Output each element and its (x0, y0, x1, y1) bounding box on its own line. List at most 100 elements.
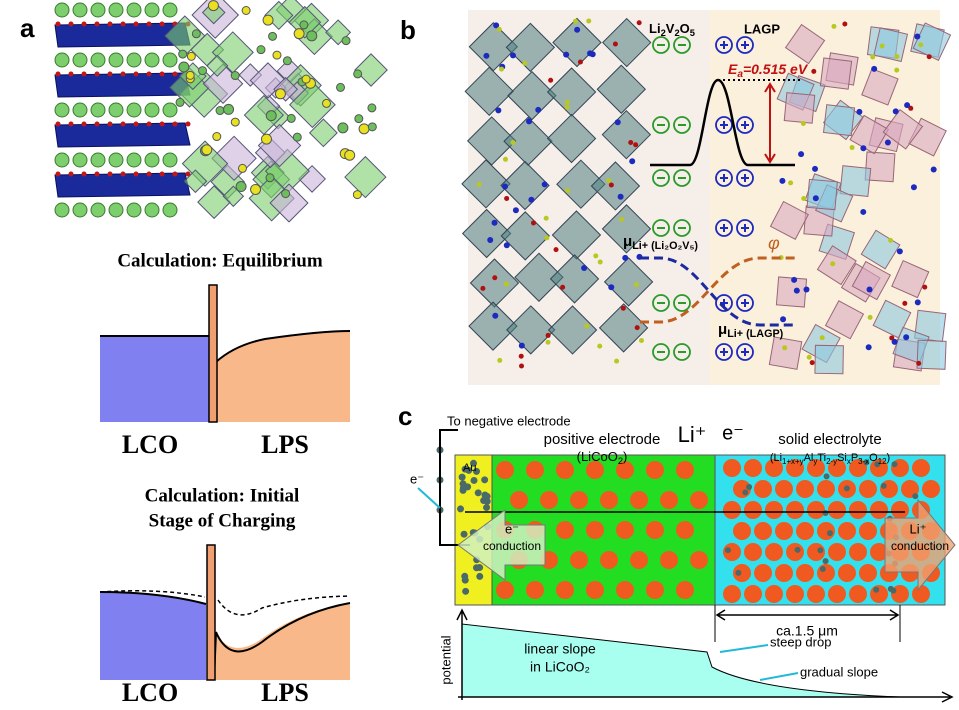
atom (242, 7, 250, 15)
calc-title: Calculation: Initial (145, 485, 300, 506)
li-ion (586, 581, 604, 599)
atom (893, 108, 899, 114)
polyhedron (769, 337, 801, 369)
li-ion (765, 501, 783, 519)
electron (481, 476, 488, 483)
text-part: ) (623, 449, 627, 464)
li-ion (786, 501, 804, 519)
atom (918, 42, 923, 47)
atom (495, 107, 501, 113)
li-ion (630, 491, 648, 509)
atom (480, 286, 485, 291)
atom (287, 114, 295, 122)
electron (476, 564, 483, 571)
atom (492, 275, 497, 280)
atom (593, 253, 598, 258)
atom (55, 203, 69, 217)
atom (880, 44, 885, 49)
atom (614, 359, 619, 364)
atom (885, 140, 891, 146)
atom (811, 69, 816, 74)
atom (497, 27, 502, 32)
li-ion (891, 501, 909, 519)
atom (192, 30, 200, 38)
electron-label: e⁻ (410, 471, 424, 486)
li-ion (496, 581, 514, 599)
li-ion (600, 551, 618, 569)
material-label: LCO (122, 678, 178, 707)
atom (95, 122, 100, 127)
atom (637, 20, 642, 25)
atom (293, 133, 301, 141)
atom (546, 333, 551, 338)
atom (368, 104, 376, 112)
atom (69, 172, 74, 177)
atom (548, 78, 553, 83)
atom (608, 284, 614, 290)
li-ion (526, 461, 544, 479)
atom (544, 235, 549, 240)
atom (300, 21, 308, 29)
polyhedron (824, 105, 855, 136)
atom (163, 203, 177, 217)
atom (904, 102, 910, 108)
atom (613, 42, 618, 47)
text-part: (LiCoO (577, 449, 618, 464)
lps-region (214, 603, 350, 680)
atom (257, 46, 265, 54)
atom (504, 242, 510, 248)
polyhedron (820, 58, 851, 89)
atom (860, 209, 866, 215)
li-ion (775, 480, 793, 498)
atom (519, 343, 525, 349)
atom (779, 178, 785, 184)
atom (275, 89, 285, 99)
li-ion (817, 564, 835, 582)
atom (302, 75, 310, 83)
li-ion (744, 543, 762, 561)
atom (916, 361, 921, 366)
au-label: Au (463, 462, 476, 474)
polyhedron (840, 166, 871, 197)
atom (477, 182, 482, 187)
atom (187, 52, 195, 60)
atom (911, 184, 917, 190)
li-ion (496, 461, 514, 479)
atom (542, 181, 548, 187)
atom (82, 172, 87, 177)
atom (492, 220, 498, 226)
atom (544, 216, 549, 221)
atom (55, 53, 69, 67)
material-label: LPS (261, 678, 309, 707)
polyhedron (807, 179, 837, 209)
text-part: μ (623, 233, 632, 250)
atom (121, 122, 126, 127)
atom (269, 32, 277, 40)
atom (860, 145, 866, 151)
decorations (55, 0, 387, 222)
electron (462, 577, 469, 584)
page: {"panel_a": {"label": "a", "equilibrium_… (0, 0, 959, 710)
polyhedron (815, 345, 843, 373)
electron (459, 474, 466, 481)
atom (794, 288, 800, 294)
li-ion (817, 522, 835, 540)
atom (145, 53, 159, 67)
li-ion (754, 564, 772, 582)
li-ion (733, 522, 751, 540)
li-ion (744, 501, 762, 519)
atom (531, 220, 536, 225)
electron (483, 504, 490, 511)
atom (338, 123, 348, 133)
atom (160, 72, 165, 77)
calc-title: Calculation: Equilibrium (117, 250, 323, 271)
atom (173, 122, 178, 127)
atom (560, 285, 565, 290)
atom (73, 153, 87, 167)
polyhedron (874, 28, 908, 62)
li-ion (870, 501, 888, 519)
interface-spike (207, 545, 215, 680)
li-ion (912, 585, 930, 603)
lps-region (216, 331, 350, 422)
ion-label: Li⁺ (678, 422, 707, 447)
